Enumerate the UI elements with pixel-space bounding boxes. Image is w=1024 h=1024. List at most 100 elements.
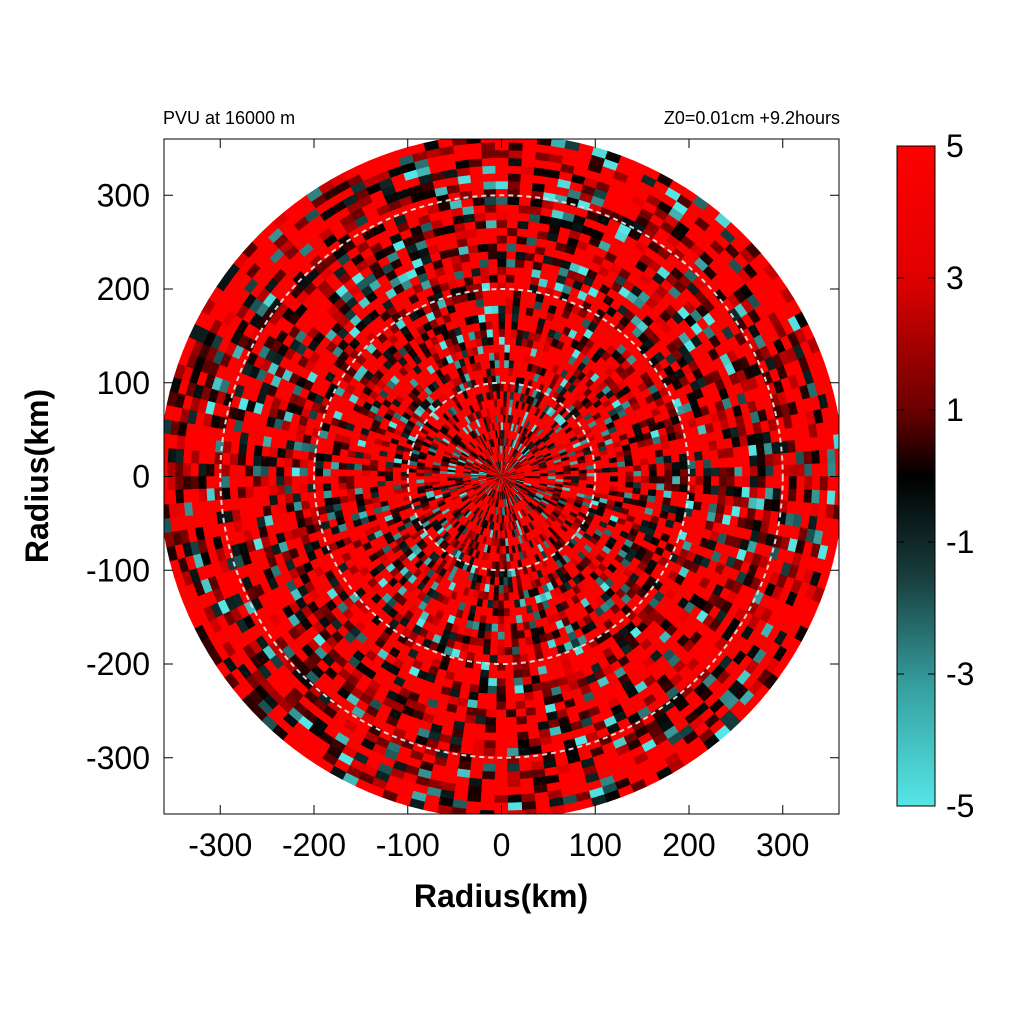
heatmap-cell: [519, 290, 530, 300]
heatmap-cell: [244, 465, 254, 477]
heatmap-cell: [491, 623, 499, 633]
heatmap-cell: [480, 606, 489, 617]
heatmap-cell: [496, 709, 507, 718]
heatmap-cell: [487, 258, 498, 268]
heatmap-cell: [496, 546, 501, 555]
heatmap-cell: [506, 235, 517, 244]
heatmap-cell: [276, 494, 286, 506]
heatmap-cell: [648, 482, 658, 490]
heatmap-cell: [473, 290, 484, 300]
heatmap-cell: [692, 442, 703, 453]
heatmap-cell: [260, 456, 270, 468]
heatmap-cell: [641, 469, 650, 477]
heatmap-cell: [467, 244, 479, 254]
heatmap-cell: [384, 471, 394, 477]
heatmap-cell: [291, 493, 302, 504]
heatmap-cell: [495, 227, 508, 236]
heatmap-cell: [512, 289, 522, 299]
heatmap-cell: [487, 250, 498, 260]
heatmap-cell: [654, 495, 664, 505]
heatmap-cell: [260, 476, 269, 487]
heatmap-cell: [656, 462, 665, 471]
heatmap-cell: [672, 476, 681, 485]
heatmap-cell: [260, 485, 270, 497]
heatmap-cell: [617, 481, 627, 488]
heatmap-cell: [244, 476, 254, 488]
heatmap-cell: [486, 235, 497, 244]
heatmap-cell: [694, 492, 704, 503]
heatmap-cell: [498, 328, 505, 337]
heatmap-cell: [647, 488, 657, 497]
heatmap-cell: [470, 267, 481, 277]
heatmap-cell: [338, 462, 347, 471]
heatmap-cell: [481, 289, 491, 299]
heatmap-cell: [664, 476, 673, 484]
heatmap-cell: [493, 592, 500, 602]
heatmap-cell: [469, 259, 480, 270]
heatmap-cell: [507, 367, 514, 377]
heatmap-cell: [407, 472, 417, 477]
heatmap-cell: [516, 227, 528, 238]
heatmap-cell: [523, 683, 534, 694]
heatmap-cell: [748, 443, 758, 456]
heatmap-cell: [740, 444, 750, 457]
heatmap-cell: [253, 496, 263, 509]
heatmap-cell: [749, 465, 759, 477]
heatmap-cell: [486, 607, 494, 617]
heatmap-cell: [345, 469, 355, 477]
heatmap-cell: [489, 646, 499, 656]
heatmap-cell: [671, 461, 681, 470]
heatmap-cell: [586, 472, 596, 477]
heatmap-cell: [361, 470, 370, 477]
heatmap-cell: [505, 685, 516, 695]
heatmap-cell: [523, 251, 535, 262]
heatmap-cell: [322, 468, 331, 477]
heatmap-cell: [641, 476, 650, 484]
heatmap-cell: [492, 600, 500, 609]
heatmap-cell: [298, 476, 308, 486]
heatmap-cell: [496, 701, 507, 711]
heatmap-cell: [516, 220, 529, 230]
heatmap-cell: [361, 481, 371, 489]
heatmap-cell: [499, 406, 504, 415]
heatmap-cell: [648, 469, 658, 477]
heatmap-cell: [506, 724, 518, 734]
heatmap-cell: [710, 467, 720, 477]
heatmap-cell: [510, 623, 519, 633]
heatmap-cell: [477, 630, 486, 640]
heatmap-cell: [679, 460, 689, 470]
heatmap-cell: [733, 456, 743, 468]
heatmap-cell: [245, 497, 255, 510]
heatmap-cell: [505, 677, 516, 687]
heatmap-cell: [490, 312, 499, 322]
heatmap-cell: [315, 491, 325, 501]
heatmap-cell: [260, 495, 271, 508]
heatmap-cell: [505, 250, 516, 260]
heatmap-cell: [741, 455, 751, 467]
heatmap-cell: [384, 466, 394, 473]
heatmap-cell: [267, 466, 277, 477]
heatmap-cell: [503, 344, 511, 353]
heatmap-cell: [749, 486, 759, 499]
heatmap-cell: [496, 678, 507, 687]
heatmap-cell: [368, 470, 378, 477]
heatmap-cell: [504, 328, 512, 338]
heatmap-cell: [484, 630, 493, 640]
heatmap-cell: [563, 476, 572, 480]
heatmap-cell: [487, 685, 498, 695]
heatmap-cell: [491, 328, 499, 338]
heatmap-cell: [267, 476, 277, 487]
heatmap-cell: [275, 476, 285, 487]
heatmap-cell: [677, 498, 688, 508]
heatmap-cell: [330, 454, 340, 464]
heatmap-cell: [490, 305, 499, 314]
heatmap-cell: [497, 639, 506, 648]
heatmap-cell: [486, 701, 498, 711]
heatmap-cell: [485, 227, 497, 237]
heatmap-cell: [276, 447, 286, 459]
heatmap-cell: [571, 476, 580, 481]
heatmap-cell: [488, 592, 495, 602]
heatmap-cell: [275, 457, 285, 468]
heatmap-cell: [505, 274, 515, 283]
heatmap-cell: [284, 493, 294, 505]
